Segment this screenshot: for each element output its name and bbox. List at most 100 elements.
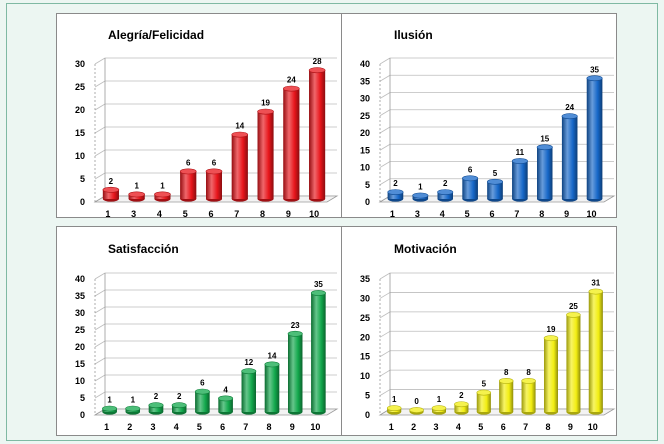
data-label: 35	[590, 65, 599, 74]
bar-face	[264, 364, 280, 412]
bar-face	[288, 333, 303, 412]
bar	[412, 192, 429, 202]
gridline-depth	[94, 57, 106, 65]
bar-top	[561, 113, 578, 120]
y-tick-label: 30	[360, 293, 370, 303]
data-label: 25	[569, 302, 578, 311]
bar-top	[194, 388, 210, 395]
data-label: 1	[134, 181, 139, 190]
y-tick-label: 30	[75, 308, 85, 318]
bar-top	[437, 189, 454, 195]
x-tick-label: 7	[523, 422, 528, 432]
bar-top	[154, 191, 171, 198]
bar	[498, 378, 514, 415]
bar	[437, 189, 454, 202]
y-tick-label: 25	[360, 313, 370, 323]
data-label: 2	[177, 392, 182, 401]
y-tick-label: 5	[365, 391, 370, 401]
x-tick-label: 5	[478, 422, 483, 432]
x-tick-label: 9	[290, 422, 295, 432]
gridline-depth	[94, 391, 106, 399]
bar	[154, 191, 171, 202]
y-tick-label: 35	[360, 76, 370, 86]
data-label: 1	[160, 181, 165, 190]
y-tick-label: 5	[365, 180, 370, 190]
chart-panel-alegria: 0 5 10 15 20 25 30 2 1 1 3 1 4 6 5 6 6 14 7 19 8 24 9 28 10 Aleg…	[56, 13, 342, 219]
chart-panel-satisfaccion: 0 5 10 15 20 25 30 35 40 1 1 1 2 2 3 2 4 6 5 4 6 12 7 14 8 23 9 35 1…	[56, 226, 342, 436]
data-label: 2	[443, 179, 448, 188]
y-tick-label: 40	[75, 274, 85, 284]
data-label: 31	[591, 279, 600, 288]
gridline-depth	[379, 292, 391, 299]
bar	[386, 405, 402, 415]
gridline-depth	[379, 369, 391, 377]
gridline-depth	[379, 143, 391, 151]
y-tick-label: 15	[360, 352, 370, 362]
chart-title: Ilusión	[394, 28, 433, 42]
bar-face	[454, 404, 469, 412]
data-label: 24	[565, 103, 574, 112]
bar	[102, 186, 120, 202]
chart-panel-ilusion: 0 5 10 15 20 25 30 35 40 2 1 1 3 2 4 6 5 5 6 11 7 15 8 24 9 35 10 …	[341, 13, 617, 219]
x-tick-label: 5	[465, 209, 470, 219]
bar-face	[462, 178, 478, 199]
y-tick-label: 20	[360, 128, 370, 138]
x-tick-label: 8	[260, 209, 265, 219]
data-label: 15	[540, 134, 549, 143]
figure-frame: 0 5 10 15 20 25 30 2 1 1 3 1 4 6 5 6 6 14 7 19 8 24 9 28 10 Aleg…	[6, 3, 658, 441]
y-tick-label: 20	[75, 342, 85, 352]
data-label: 28	[313, 57, 322, 66]
bar-top	[566, 311, 581, 318]
y-tick-label: 35	[360, 274, 370, 284]
bar-face	[586, 78, 603, 199]
x-tick-label: 8	[545, 422, 550, 432]
gridline-depth	[94, 272, 106, 280]
gridline-depth	[94, 172, 106, 180]
y-tick-label: 5	[80, 393, 85, 403]
bar-face	[206, 171, 222, 199]
bar	[171, 402, 187, 415]
y-tick-label: 25	[360, 111, 370, 121]
bar-face	[218, 398, 233, 412]
bar	[486, 178, 504, 202]
data-label: 12	[244, 358, 253, 367]
bar-face	[231, 134, 248, 199]
gridline-depth	[94, 103, 106, 111]
y-tick-label: 15	[75, 128, 85, 138]
bar-top	[310, 290, 326, 296]
bar-face	[487, 181, 503, 199]
bar-face	[180, 171, 197, 199]
y-tick-label: 35	[75, 291, 85, 301]
x-tick-label: 4	[456, 422, 461, 432]
bar-top	[128, 191, 145, 198]
bar	[218, 395, 234, 415]
gridline-depth	[379, 330, 391, 338]
bar-face	[521, 380, 536, 412]
data-label: 2	[459, 391, 464, 400]
bar	[566, 311, 581, 415]
bar-face	[512, 161, 528, 199]
bar-top	[125, 405, 141, 412]
x-tick-label: 3	[415, 209, 420, 219]
chart-title: Motivación	[394, 242, 457, 256]
x-tick-label: 9	[568, 422, 573, 432]
bar-face	[148, 405, 164, 412]
bar	[387, 189, 404, 202]
data-label: 1	[392, 395, 397, 404]
bar	[179, 168, 197, 202]
bar-top	[543, 335, 559, 342]
gridline-depth	[379, 350, 391, 358]
bar-face	[257, 111, 274, 199]
bar	[521, 378, 536, 415]
gridline-depth	[379, 311, 391, 319]
data-label: 19	[547, 325, 556, 334]
bar	[287, 330, 303, 415]
y-tick-label: 40	[360, 59, 370, 69]
x-tick-label: 2	[127, 422, 132, 432]
y-tick-label: 10	[360, 371, 370, 381]
bar-top	[498, 378, 514, 384]
bar-face	[544, 338, 558, 412]
bar-face	[437, 192, 453, 199]
bar-top	[218, 395, 234, 402]
